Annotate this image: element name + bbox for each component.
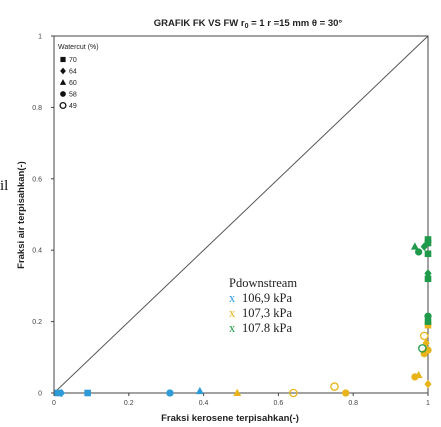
marker-legend-symbol [59, 101, 67, 110]
diagonal-reference-line [53, 35, 429, 394]
data-point [342, 389, 350, 397]
stray-text-fragment: il [0, 178, 8, 194]
marker-legend-label: 49 [69, 103, 77, 110]
data-point [424, 250, 432, 258]
y-tick-label: 0.2 [32, 319, 42, 326]
marker-legend-items: 70 64 60 58 49 [59, 56, 77, 110]
marker-legend-label: 60 [69, 80, 77, 87]
pressure-legend-label: 106,9 kPa [242, 291, 292, 305]
data-point [424, 239, 432, 247]
x-tick-label: 0.2 [124, 400, 134, 407]
x-tick-label: 0.6 [274, 400, 284, 407]
pressure-legend-entry: x 107.8 kPa [229, 321, 292, 335]
data-point [419, 331, 429, 341]
data-point [424, 318, 432, 325]
series-group [233, 321, 432, 398]
data-point [57, 388, 66, 398]
data-point [54, 389, 62, 397]
data-point [414, 370, 423, 379]
marker-legend-symbol [60, 91, 66, 97]
data-point [195, 386, 204, 395]
y-tick-label: 0 [38, 391, 42, 398]
data-point [424, 321, 432, 329]
data-point [330, 382, 339, 391]
pressure-legend-items: x 106,9 kPa x 107,3 kPa x 107.8 kPa [229, 291, 292, 335]
marker-legend-symbol [60, 67, 66, 75]
y-axis-label: Fraksi air terpisahkan(-) [16, 161, 27, 269]
chart-title-main: GRAFIK FK VS FW r [154, 18, 245, 29]
data-point [289, 388, 298, 398]
marker-legend-label: 70 [69, 57, 77, 64]
marker-legend-label: 58 [69, 92, 77, 99]
x-tick-label: 1 [426, 400, 430, 407]
data-point [415, 248, 423, 256]
y-tick-label: 0.4 [32, 248, 42, 255]
x-tick-label: 0.4 [199, 400, 209, 407]
data-point [84, 389, 91, 397]
x-tick-label: 0 [52, 400, 56, 407]
data-point [233, 388, 242, 396]
y-tick-label: 0.8 [32, 105, 42, 112]
data-point [410, 242, 419, 250]
data-point [424, 379, 432, 389]
marker-legend-title: Watercut (%) [58, 44, 99, 51]
x-tick-label: 0.8 [348, 400, 358, 407]
marker-legend-symbol [59, 79, 67, 85]
pressure-legend-entry: x 106,9 kPa [229, 291, 292, 305]
plot-frame [53, 35, 429, 394]
chart-title-subscript: 0 [245, 23, 249, 30]
data-point [424, 312, 432, 320]
data-point [422, 338, 430, 348]
pressure-legend: Pdownstream x 106,9 kPa x 107,3 kPa x 107.8 k… [229, 276, 297, 335]
pressure-legend-label: 107.8 kPa [242, 321, 292, 335]
series-group [54, 386, 204, 398]
x-axis-label: Fraksi kerosene terpisahkan(-) [161, 413, 299, 424]
y-tick-label: 0.6 [32, 176, 42, 183]
marker-legend: Watercut (%) 70 64 60 58 49 [58, 44, 99, 110]
series-group [410, 236, 432, 353]
y-tick-label: 1 [38, 34, 42, 41]
chart-title-rest: = 1 r =15 mm θ = 30° [248, 18, 342, 29]
marker-legend-label: 64 [69, 69, 77, 76]
data-point [166, 389, 174, 397]
data-point [424, 275, 432, 283]
data-point [418, 344, 427, 353]
pressure-legend-x-marker: x [229, 321, 236, 335]
plot-layer: 0 0.2 0.4 0.6 0.8 1 0 0.2 0.4 0.6 0.8 1 [32, 34, 432, 407]
pressure-legend-title: Pdownstream [229, 276, 297, 290]
data-point [424, 236, 432, 243]
pressure-legend-label: 107,3 kPa [242, 306, 292, 320]
pressure-legend-x-marker: x [229, 291, 236, 305]
chart-title: GRAFIK FK VS FW r0 = 1 r =15 mm θ = 30° [154, 18, 343, 30]
pressure-legend-entry: x 107,3 kPa [229, 306, 292, 320]
marker-legend-symbol [60, 56, 66, 63]
pressure-legend-x-marker: x [229, 306, 236, 320]
